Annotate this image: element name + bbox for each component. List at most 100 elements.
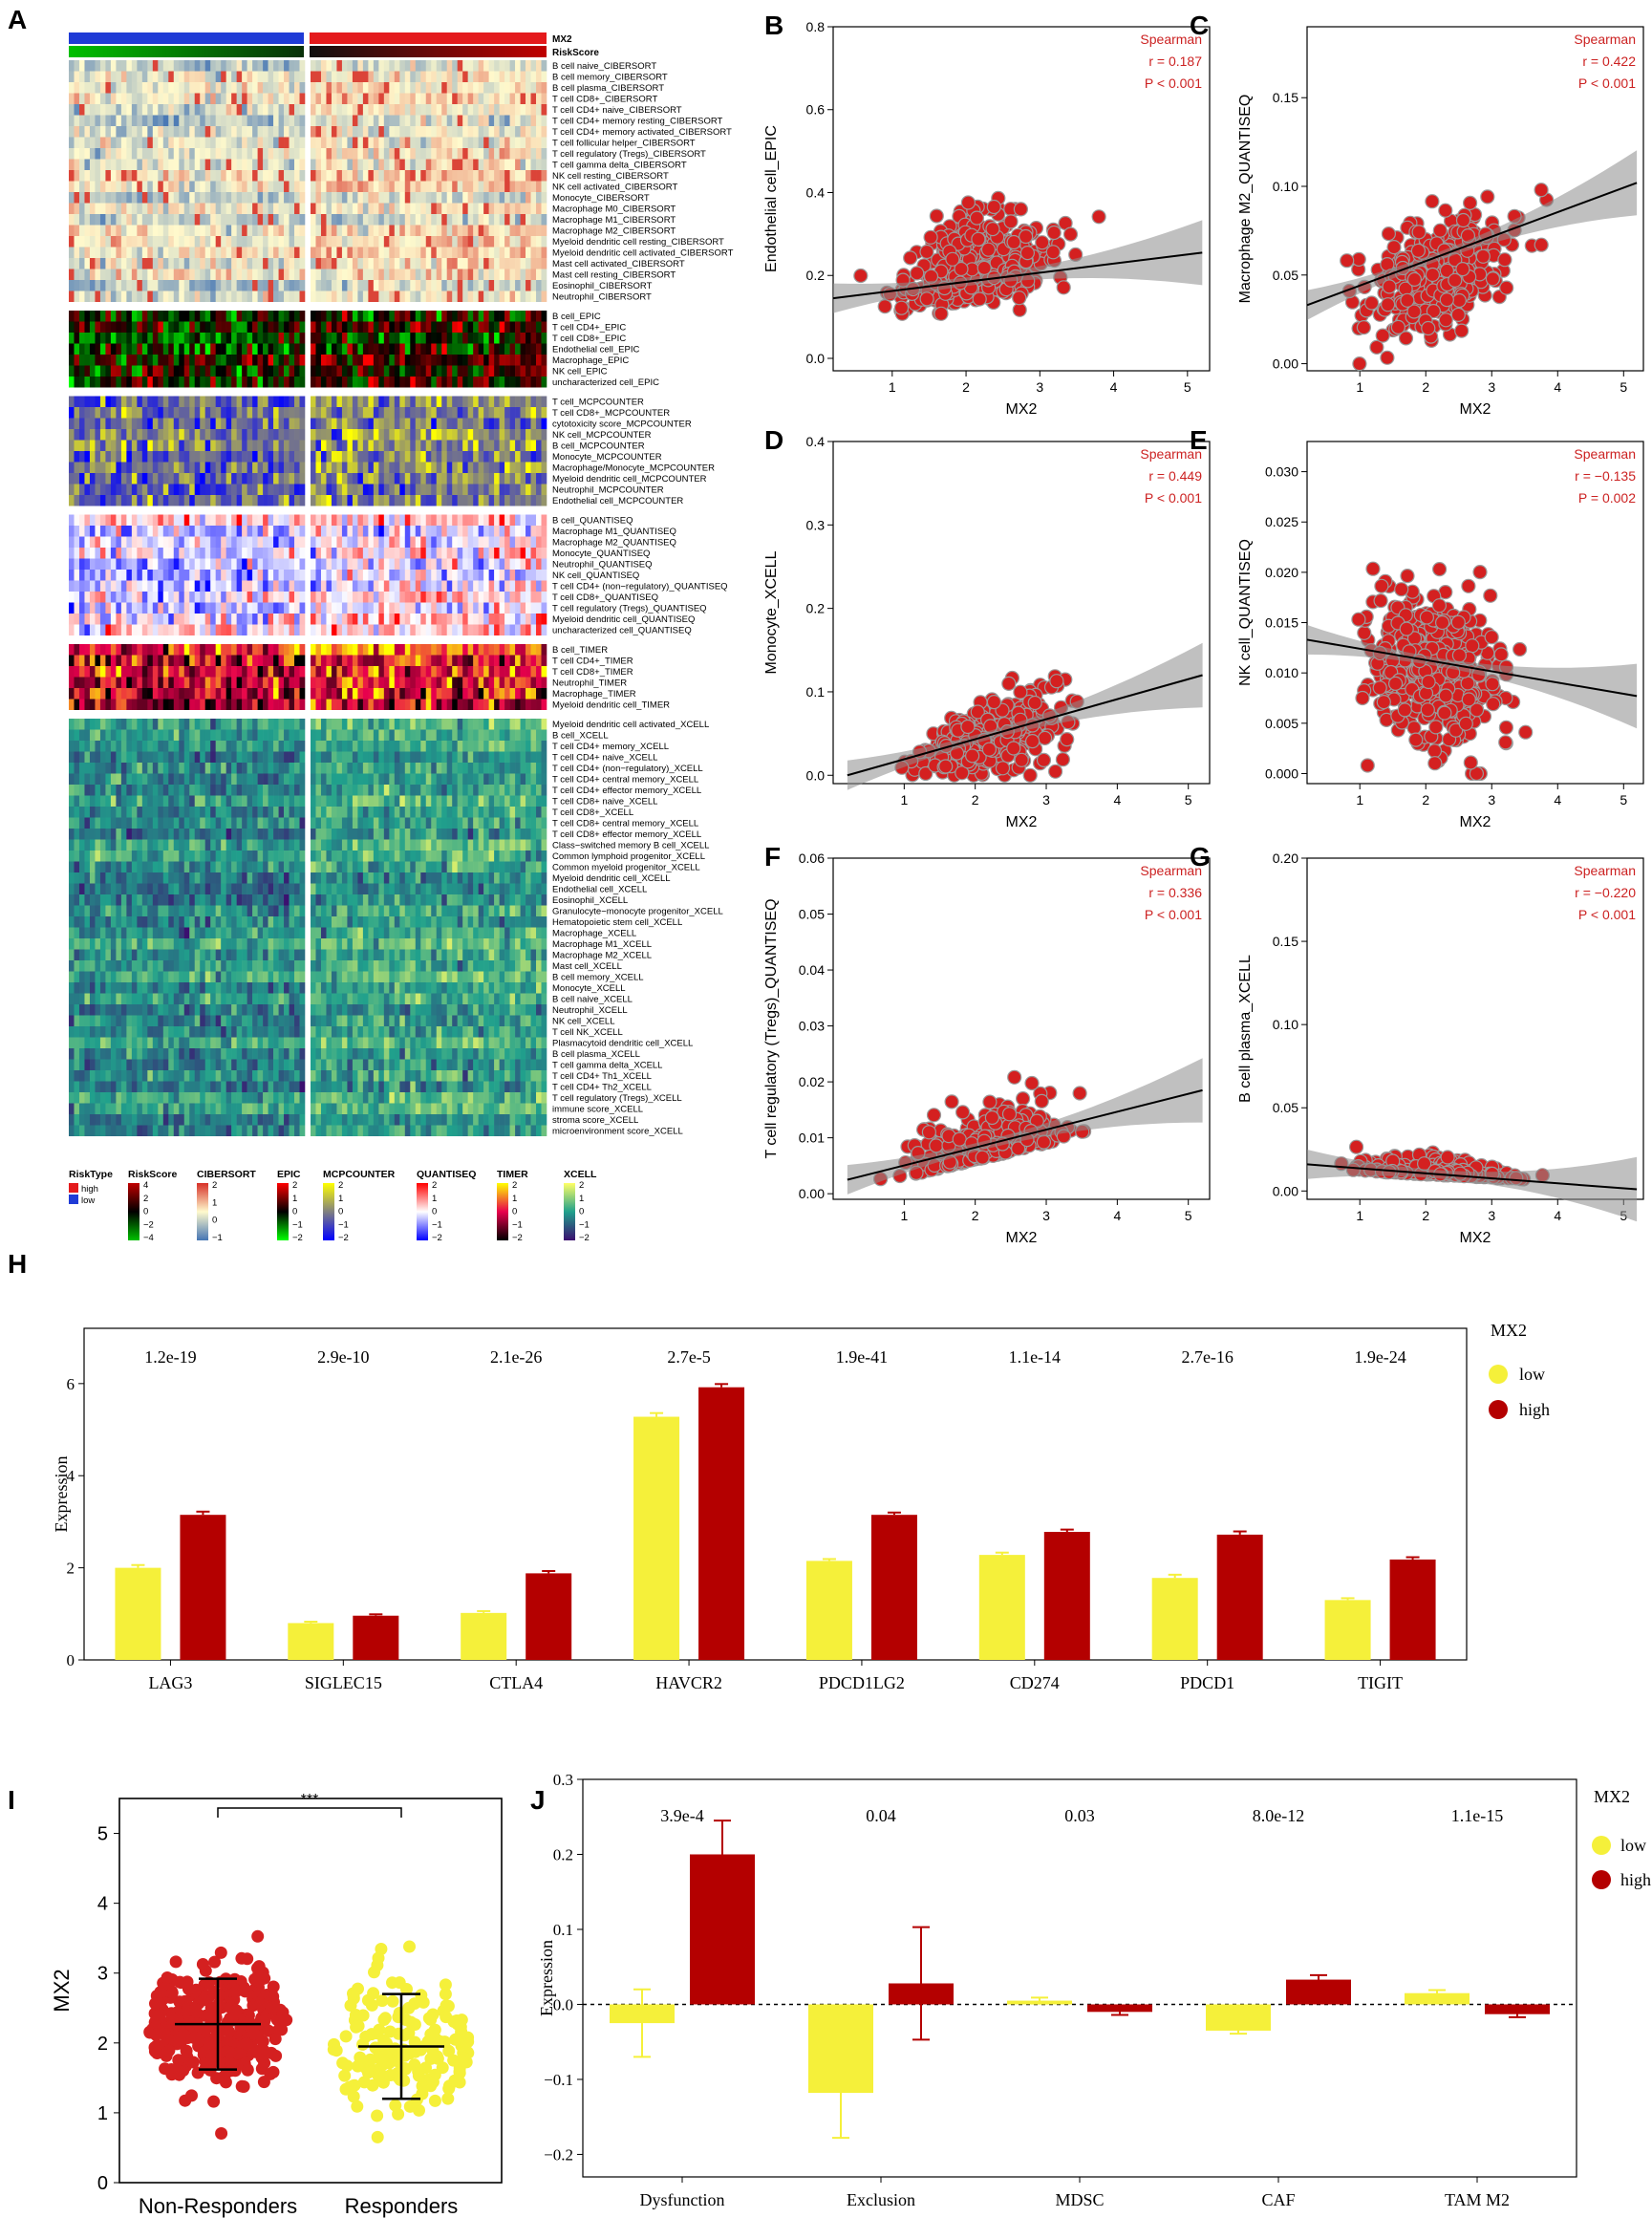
heatmap-cell — [446, 602, 453, 614]
heatmap-cell — [446, 580, 453, 592]
heatmap-cell — [221, 225, 226, 236]
heatmap-cell — [78, 343, 85, 355]
heatmap-cell — [69, 170, 75, 182]
heatmap-cell — [210, 355, 216, 366]
heatmap-cell — [362, 247, 369, 258]
heatmap-cell — [179, 192, 185, 204]
heatmap-cell — [357, 440, 364, 451]
heatmap-cell — [284, 655, 290, 666]
heatmap-cell — [99, 418, 106, 429]
heatmap-cell — [520, 462, 526, 473]
heatmap-cell — [446, 236, 453, 248]
heatmap-cell — [415, 355, 421, 366]
heatmap-cell — [536, 93, 542, 104]
heatmap-cell — [215, 624, 222, 635]
heatmap-cell — [141, 548, 148, 559]
heatmap-cell — [242, 429, 247, 441]
heatmap-cell — [200, 418, 206, 429]
heatmap-cell — [509, 236, 516, 248]
heatmap-cell — [420, 148, 427, 160]
heatmap-cell — [194, 192, 201, 204]
heatmap-cell — [110, 495, 117, 506]
heatmap-cell — [383, 192, 390, 204]
heatmap-cell — [320, 558, 327, 570]
heatmap-cell — [462, 451, 468, 463]
heatmap-cell — [294, 655, 300, 666]
heatmap-cell — [263, 280, 268, 291]
heatmap-cell — [320, 614, 327, 625]
heatmap-cell — [446, 170, 453, 182]
heatmap-cell — [189, 462, 196, 473]
heatmap-cell — [457, 148, 463, 160]
heatmap-cell — [520, 548, 526, 559]
heatmap-cell — [331, 192, 337, 204]
heatmap-cell — [520, 343, 526, 355]
heatmap-cell — [183, 192, 190, 204]
heatmap-cell — [278, 321, 285, 333]
heatmap-cell — [441, 333, 448, 344]
heatmap-cell — [147, 558, 154, 570]
heatmap-cell — [126, 365, 133, 377]
heatmap-cell — [173, 495, 180, 506]
heatmap-cell — [141, 280, 148, 291]
heatmap-cell — [126, 181, 133, 192]
heatmap-cell — [389, 473, 396, 485]
heatmap-cell — [457, 343, 463, 355]
heatmap-cell — [173, 624, 180, 635]
heatmap-cell — [541, 592, 547, 603]
heatmap-cell — [162, 462, 169, 473]
heatmap-cell — [173, 396, 180, 407]
heatmap-cell — [162, 429, 169, 441]
heatmap-cell — [289, 655, 295, 666]
heatmap-cell — [420, 355, 427, 366]
heatmap-cell — [84, 451, 91, 463]
heatmap-cell — [147, 377, 154, 388]
heatmap-cell — [478, 137, 484, 148]
heatmap-cell — [389, 602, 396, 614]
heatmap-cell — [362, 473, 369, 485]
heatmap-cell — [99, 602, 106, 614]
heatmap-cell — [78, 377, 85, 388]
heatmap-cell — [158, 269, 164, 280]
heatmap-cell — [78, 418, 85, 429]
heatmap-cell — [299, 666, 306, 678]
heatmap-cell — [225, 407, 232, 419]
heatmap-cell — [278, 291, 285, 302]
heatmap-cell — [242, 192, 247, 204]
heatmap-cell — [457, 269, 463, 280]
heatmap-cell — [236, 377, 243, 388]
heatmap-cell — [436, 526, 442, 537]
heatmap-cell — [530, 614, 537, 625]
heatmap-cell — [389, 203, 396, 214]
heatmap-cell — [95, 536, 101, 548]
heatmap-cell — [420, 214, 427, 226]
heatmap-cell — [504, 377, 510, 388]
heatmap-cell — [336, 181, 343, 192]
heatmap-cell — [526, 247, 531, 258]
heatmap-cell — [311, 192, 316, 204]
heatmap-cell — [362, 570, 369, 581]
heatmap-cell — [183, 644, 190, 656]
heatmap-cell — [336, 666, 343, 678]
heatmap-cell — [141, 148, 148, 160]
heatmap-cell — [499, 495, 505, 506]
heatmap-cell — [116, 407, 122, 419]
heatmap-cell — [431, 291, 438, 302]
heatmap-cell — [204, 655, 211, 666]
heatmap-cell — [147, 592, 154, 603]
heatmap-cell — [515, 365, 521, 377]
heatmap-cell — [425, 214, 432, 226]
heatmap-cell — [373, 137, 379, 148]
heatmap-cell — [99, 170, 106, 182]
heatmap-cell — [378, 526, 385, 537]
heatmap-cell — [131, 355, 138, 366]
heatmap-cell — [284, 355, 290, 366]
heatmap-cell — [210, 473, 216, 485]
heatmap-cell — [242, 592, 247, 603]
heatmap-cell — [289, 666, 295, 678]
heatmap-cell — [352, 666, 358, 678]
heatmap-cell — [236, 655, 243, 666]
heatmap-cell — [326, 137, 333, 148]
heatmap-cell — [473, 343, 479, 355]
heatmap-cell — [431, 451, 438, 463]
